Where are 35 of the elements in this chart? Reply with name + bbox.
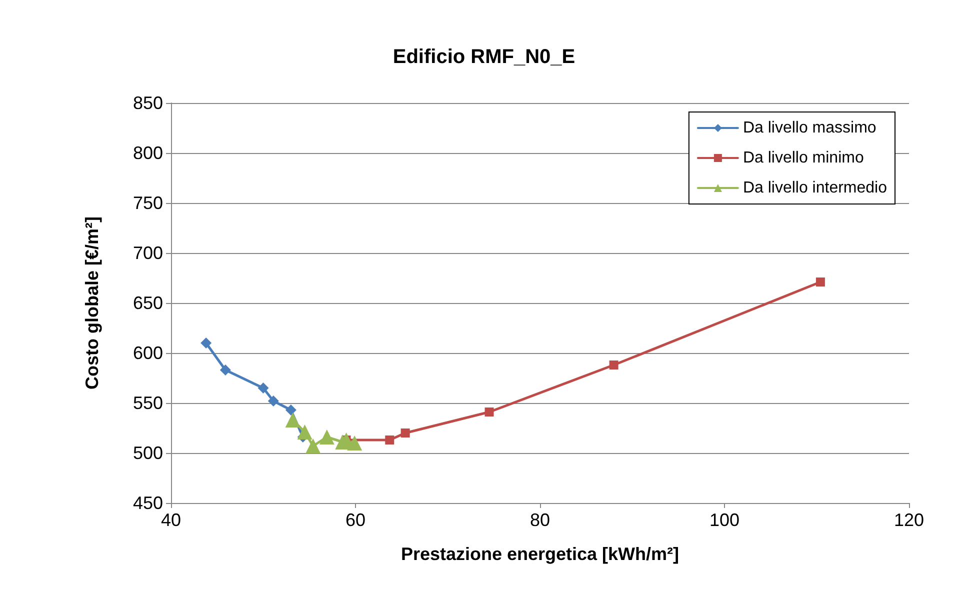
y-axis-title: Costo globale [€/m²] <box>82 216 102 390</box>
x-tick-label: 40 <box>160 510 182 530</box>
point <box>285 412 300 428</box>
x-axis-title: Prestazione energetica [kWh/m²] <box>400 544 680 564</box>
y-tick-label: 700 <box>132 243 163 263</box>
point <box>400 428 410 438</box>
point <box>200 338 212 348</box>
x-tick-label: 60 <box>345 510 366 530</box>
point <box>268 396 279 406</box>
point <box>285 404 296 416</box>
legend-label: Da livello massimo <box>742 120 876 136</box>
y-tick-label: 600 <box>132 343 163 363</box>
point <box>347 436 362 450</box>
point <box>816 278 825 286</box>
chart-title: Edificio RMF_N0_E <box>392 46 576 68</box>
y-tick-label: 450 <box>132 493 163 513</box>
x-tick-label: 120 <box>894 510 924 530</box>
point <box>220 364 231 376</box>
point <box>484 408 494 416</box>
legend-label: Da livello intermedio <box>742 180 888 196</box>
y-tick-label: 500 <box>132 443 163 463</box>
point <box>306 438 321 454</box>
point <box>258 382 269 394</box>
point <box>609 360 618 370</box>
x-tick-label: 80 <box>530 510 550 530</box>
point <box>385 436 394 444</box>
x-tick-label: 100 <box>709 510 740 530</box>
y-tick-label: 550 <box>132 393 163 413</box>
y-tick-label: 800 <box>132 143 163 163</box>
y-tick-label: 650 <box>132 293 163 313</box>
y-tick-label: 750 <box>132 193 163 213</box>
point <box>297 424 312 440</box>
y-tick-label: 850 <box>132 93 163 113</box>
point <box>319 430 334 444</box>
legend-label: Da livello minimo <box>742 150 864 166</box>
